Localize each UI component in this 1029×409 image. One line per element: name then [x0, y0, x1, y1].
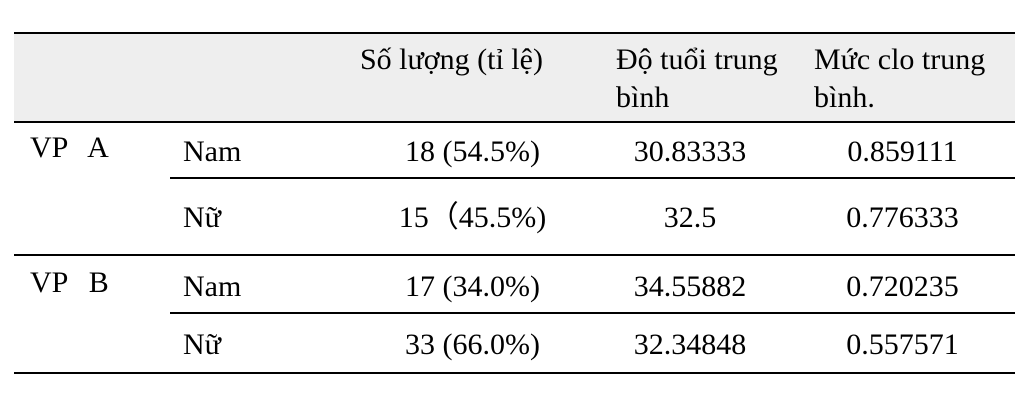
- cell: 0.859111: [847, 135, 958, 168]
- cell: 33 (66.0%): [405, 328, 540, 361]
- cell: 30.83333: [633, 135, 747, 168]
- rule: [14, 254, 1015, 256]
- cell: 18 (54.5%): [405, 135, 540, 168]
- row-label: Nam: [183, 135, 242, 168]
- group-label: VP A: [30, 131, 109, 164]
- row-label: Nam: [183, 270, 242, 303]
- cell: 32.34848: [633, 328, 747, 361]
- cell: 0.776333: [846, 201, 959, 234]
- group-label: VP B: [30, 266, 109, 299]
- cell: 0.720235: [846, 270, 959, 303]
- cell: 15（45.5%): [398, 201, 547, 234]
- rule: [14, 32, 1015, 34]
- row-label: Nữ: [183, 201, 221, 234]
- rule: [14, 121, 1015, 123]
- rule: [170, 312, 1015, 314]
- header-cell: Số lượng (tỉ lệ): [360, 43, 543, 76]
- header-cell: Độ tuổi trung bình: [616, 43, 778, 114]
- row-label: Nữ: [183, 328, 221, 361]
- cell: 17 (34.0%): [405, 270, 540, 303]
- header-cell: Mức clo trung bình.: [814, 43, 986, 114]
- rule: [170, 177, 1015, 179]
- cell: 34.55882: [633, 270, 747, 303]
- cell: 32.5: [663, 201, 717, 234]
- header-shading: [14, 34, 1015, 122]
- rule: [14, 372, 1015, 374]
- cell: 0.557571: [846, 328, 959, 361]
